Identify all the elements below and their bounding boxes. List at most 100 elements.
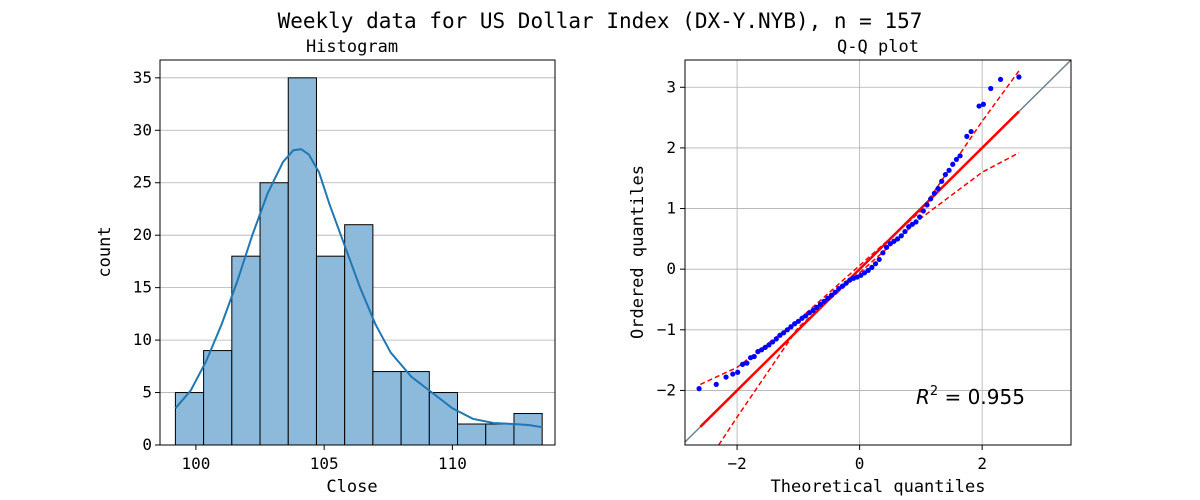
histogram-x-tick-label: 100 (181, 454, 210, 473)
histogram-bar (203, 350, 233, 446)
histogram-y-tick-label: 35 (133, 68, 152, 87)
qq-point (751, 353, 757, 360)
histogram-kde-curve (174, 148, 543, 429)
qq-point (799, 315, 805, 321)
qq-point (928, 196, 934, 202)
qq-point (895, 236, 901, 242)
qq-y-tick-label: 3 (666, 77, 676, 96)
histogram-y-tick-label: 30 (133, 120, 152, 139)
qq-point (887, 241, 893, 247)
qq-point (814, 304, 820, 310)
qq-point (861, 270, 868, 276)
qq-gridlines (685, 60, 1071, 445)
qq-point (821, 298, 827, 304)
qq-point (788, 324, 794, 330)
qq-confidence-lower (718, 152, 1020, 446)
qq-point (891, 238, 897, 244)
histogram-xlabel: Close (326, 477, 377, 497)
qq-y-tick-label: −2 (657, 380, 676, 399)
qq-point (762, 344, 768, 350)
qq-point (946, 167, 952, 173)
qq-points (696, 74, 1022, 392)
qq-point (735, 369, 741, 375)
qq-point (828, 292, 835, 298)
qq-point (744, 360, 750, 366)
qq-point (939, 178, 945, 184)
figure-suptitle: Weekly data for US Dollar Index (DX-Y.NY… (278, 9, 923, 33)
qq-point (832, 289, 838, 295)
qq-point (964, 133, 970, 139)
qq-x-tick-label: 2 (977, 454, 987, 473)
qq-point (920, 208, 926, 214)
qq-point (784, 327, 790, 333)
qq-point (869, 264, 875, 270)
histogram-bar (372, 371, 402, 446)
qq-point (957, 153, 963, 159)
qq-ylabel: Ordered quantiles (628, 165, 648, 339)
qq-point (988, 85, 994, 92)
qq-point (739, 361, 746, 367)
histogram-bar (231, 255, 261, 446)
qq-point (723, 374, 729, 380)
histogram-y-tick-label: 15 (133, 278, 152, 297)
qq-y-tick-label: 1 (666, 199, 676, 218)
qq-point (880, 250, 886, 256)
qq-point (872, 261, 879, 267)
histogram-y-tick-label: 10 (133, 330, 152, 349)
qq-point (795, 318, 801, 324)
histogram-y-tick-label: 20 (133, 225, 152, 244)
qq-point (758, 347, 765, 353)
qq-point (773, 336, 779, 342)
histogram-ylabel: count (95, 226, 115, 277)
histogram-bar (400, 371, 430, 446)
qq-point (931, 190, 937, 196)
qq-point (730, 371, 736, 377)
qq-point (817, 301, 824, 307)
qq-point (909, 221, 915, 227)
qq-r2-annotation: R2 = 0.955 (916, 384, 1025, 409)
histogram-bar (513, 413, 543, 446)
qq-confidence-upper (699, 70, 1020, 386)
qq-point (843, 280, 849, 286)
qq-point (876, 256, 882, 263)
histogram-bar (287, 77, 317, 446)
qq-point (924, 202, 930, 208)
histogram-y-tick-label: 0 (142, 435, 152, 454)
qq-point (902, 228, 908, 235)
qq-y-tick-label: 0 (666, 259, 676, 278)
qq-point (836, 285, 842, 292)
qq-point (968, 128, 974, 135)
histogram-bar (457, 423, 487, 446)
histogram-bar (485, 423, 515, 446)
histogram-bar (174, 392, 205, 446)
qq-point (976, 103, 982, 109)
qq-point (696, 386, 702, 392)
qq-point (917, 214, 923, 220)
histogram-x-tick-label: 105 (310, 454, 339, 473)
qq-point (825, 295, 831, 301)
qq-fit-line (699, 110, 1020, 428)
qq-y-tick-label: −1 (657, 320, 676, 339)
qq-point (953, 156, 960, 163)
histogram-axes-frame (159, 59, 556, 446)
qq-point (803, 313, 809, 319)
qq-point (913, 219, 919, 225)
qq-point (898, 233, 904, 239)
qq-point (935, 185, 941, 192)
qq-point (997, 76, 1004, 83)
qq-x-ticks: −2 0 2 (727, 445, 987, 473)
histogram-panel: 100 105 110 0 5 10 15 20 25 30 35 Histogram Close… (95, 37, 556, 497)
qq-point (906, 224, 912, 230)
qq-point (858, 272, 864, 278)
histogram-bar (259, 182, 289, 446)
qq-point (713, 381, 719, 387)
qq-point (883, 244, 890, 250)
qq-point (942, 171, 948, 178)
qq-xlabel: Theoretical quantiles (771, 477, 986, 497)
qq-point (950, 161, 956, 167)
qq-x-tick-label: −2 (727, 454, 746, 473)
histogram-x-ticks: 100 105 110 (181, 445, 467, 473)
qq-point (1016, 74, 1022, 80)
histogram-y-tick-label: 25 (133, 173, 152, 192)
